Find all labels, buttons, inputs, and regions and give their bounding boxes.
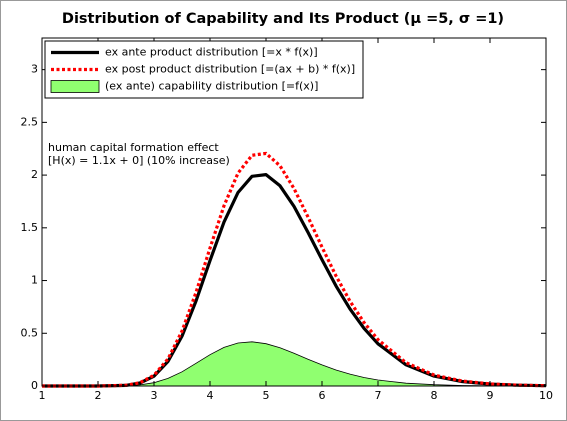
x-tick-label: 10	[539, 389, 553, 402]
legend-label: ex post product distribution [=(ax + b) …	[105, 63, 355, 76]
annotation: [H(x) = 1.1x + 0] (10% increase)	[48, 154, 230, 167]
legend: ex ante product distribution [=x * f(x)]…	[44, 40, 364, 99]
y-tick-label: 3	[31, 63, 38, 76]
line	[42, 151, 547, 388]
x-tick-label: 1	[39, 389, 46, 402]
x-tick-label: 4	[207, 389, 214, 402]
chart-title: Distribution of Capability and Its Produ…	[62, 11, 504, 27]
y-tick-label: 2.5	[21, 115, 39, 128]
x-tick-label: 5	[263, 389, 270, 402]
legend-label: ex ante product distribution [=x * f(x)]	[105, 46, 318, 59]
y-tick-label: 1.5	[21, 221, 39, 234]
x-tick-label: 2	[95, 389, 102, 402]
plot-border	[41, 37, 547, 387]
y-tick-label: 2	[31, 168, 38, 181]
y-tick-label: 1	[31, 274, 38, 287]
y-tick-label: 0	[31, 379, 38, 392]
x-tick-label: 7	[375, 389, 382, 402]
area	[42, 341, 547, 387]
legend-label: (ex ante) capability distribution [=f(x)…	[105, 80, 318, 93]
line	[42, 173, 547, 388]
annotation: human capital formation effect	[48, 141, 219, 154]
x-tick-label: 6	[319, 389, 326, 402]
legend-swatch	[50, 80, 100, 93]
x-tick-label: 8	[431, 389, 438, 402]
y-tick-label: 0.5	[21, 326, 39, 339]
x-tick-label: 3	[151, 389, 158, 402]
x-tick-label: 9	[487, 389, 494, 402]
